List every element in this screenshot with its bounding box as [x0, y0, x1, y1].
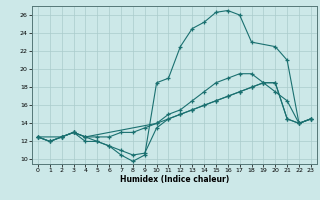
X-axis label: Humidex (Indice chaleur): Humidex (Indice chaleur) [120, 175, 229, 184]
